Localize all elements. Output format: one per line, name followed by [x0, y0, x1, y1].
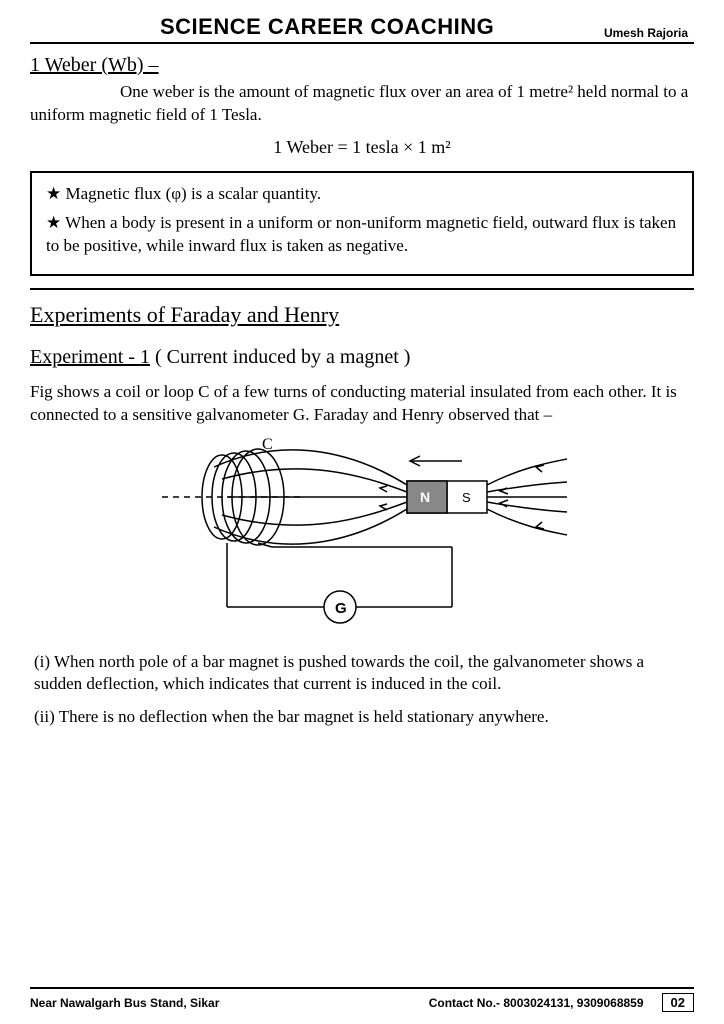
- faraday-diagram: C N S G: [152, 437, 572, 637]
- notes-box: ★ Magnetic flux (φ) is a scalar quantity…: [30, 171, 694, 276]
- coil-label: C: [262, 437, 273, 453]
- footer-address: Near Nawalgarh Bus Stand, Sikar: [30, 996, 219, 1010]
- experiment-1-label: Experiment - 1: [30, 346, 150, 368]
- experiment-1-title: Experiment - 1 ( Current induced by a ma…: [30, 344, 694, 371]
- page-footer: Near Nawalgarh Bus Stand, Sikar Contact …: [30, 987, 694, 1012]
- magnet-s-label: S: [462, 490, 471, 505]
- note-scalar: ★ Magnetic flux (φ) is a scalar quantity…: [46, 183, 678, 206]
- footer-contact: Contact No.- 8003024131, 9309068859: [429, 996, 644, 1010]
- faraday-henry-title: Experiments of Faraday and Henry: [30, 300, 694, 330]
- page-number: 02: [662, 993, 694, 1012]
- galvanometer-label: G: [335, 600, 347, 617]
- definition-text: One weber is the amount of magnetic flux…: [30, 82, 688, 124]
- observation-1: (i) When north pole of a bar magnet is p…: [30, 651, 694, 697]
- footer-right: Contact No.- 8003024131, 9309068859 02: [429, 993, 694, 1012]
- magnet-n-label: N: [420, 489, 430, 505]
- section-divider: [30, 288, 694, 290]
- note-flux-sign: ★ When a body is present in a uniform or…: [46, 212, 678, 258]
- weber-equation: 1 Weber = 1 tesla × 1 m²: [30, 135, 694, 159]
- page-content: 1 Weber (Wb) – One weber is the amount o…: [30, 44, 694, 729]
- observation-2: (ii) There is no deflection when the bar…: [30, 706, 694, 729]
- experiment-1-intro: Fig shows a coil or loop C of a few turn…: [30, 381, 694, 427]
- experiment-1-subtitle: ( Current induced by a magnet ): [155, 346, 410, 368]
- page-header: SCIENCE CAREER COACHING Umesh Rajoria: [30, 0, 694, 44]
- weber-heading: 1 Weber (Wb) –: [30, 52, 694, 79]
- author-name: Umesh Rajoria: [604, 26, 688, 40]
- coaching-title: SCIENCE CAREER COACHING: [160, 14, 494, 40]
- weber-definition: One weber is the amount of magnetic flux…: [30, 81, 694, 127]
